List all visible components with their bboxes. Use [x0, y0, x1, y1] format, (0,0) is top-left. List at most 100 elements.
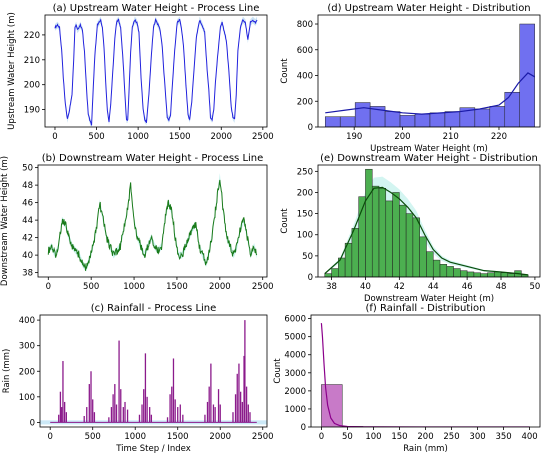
- histogram-bar: [405, 213, 414, 277]
- series-line: [47, 179, 258, 271]
- chart-title: (b) Downstream Water Height - Process Li…: [42, 153, 264, 164]
- y-tick-label: 3000: [284, 369, 306, 379]
- x-tick-label: 500: [85, 432, 101, 442]
- plot-area: [320, 323, 530, 427]
- y-tick-label: 2000: [284, 387, 306, 397]
- y-tick-label: 800: [297, 20, 313, 30]
- histogram-bar: [444, 111, 461, 127]
- x-tick-label: 400: [521, 432, 537, 442]
- x-tick-label: 190: [346, 132, 362, 142]
- y-tick-label: 300: [19, 342, 35, 352]
- x-tick-label: 1000: [124, 432, 146, 442]
- axes-frame: [310, 314, 541, 428]
- y-tick-label: 100: [19, 393, 35, 403]
- x-axis-label: Time Step / Index: [115, 444, 191, 454]
- y-tick-label: 38: [22, 269, 33, 279]
- histogram-bar: [473, 272, 481, 277]
- histogram-bar: [493, 271, 502, 277]
- x-tick-label: 38: [326, 282, 337, 292]
- kde-line: [324, 186, 529, 276]
- x-tick-label: 150: [391, 432, 407, 442]
- y-tick-label: 0: [30, 418, 35, 428]
- x-tick-label: 1500: [167, 432, 189, 442]
- histogram-bar: [412, 217, 420, 277]
- plot-area: [47, 173, 258, 272]
- histogram-bar: [487, 272, 495, 277]
- chart-d: (d) Upstream Water Height - Distribution…: [280, 3, 541, 154]
- y-tick-label: 46: [22, 199, 33, 209]
- y-tick-label: 150: [297, 210, 313, 220]
- histogram-bar: [429, 112, 446, 127]
- x-tick-label: 1500: [169, 132, 191, 142]
- chart-title: (f) Rainfall - Distribution: [366, 303, 486, 314]
- x-tick-label: 48: [496, 282, 507, 292]
- y-tick-label: 0: [308, 123, 313, 133]
- y-axis-label: Downstream Water Height (m): [0, 156, 10, 286]
- x-tick-label: 210: [443, 132, 459, 142]
- series-line: [54, 17, 258, 126]
- axes-frame: [317, 164, 541, 278]
- histogram-bar: [399, 204, 407, 277]
- histogram-bar: [365, 168, 373, 277]
- chart-title: (c) Rainfall - Process Line: [91, 303, 217, 314]
- histogram-bar: [426, 251, 434, 277]
- y-tick-label: 0: [308, 273, 313, 283]
- plot-area: [324, 23, 535, 127]
- y-tick-label: 200: [24, 81, 40, 91]
- y-tick-label: 42: [22, 234, 33, 244]
- y-tick-label: 40: [22, 251, 33, 261]
- x-tick-label: 200: [394, 132, 410, 142]
- plot-area: [324, 168, 529, 277]
- histogram-bar: [453, 268, 461, 277]
- x-tick-label: 300: [469, 432, 485, 442]
- histogram-bar: [378, 187, 387, 277]
- y-tick-label: 400: [297, 72, 313, 82]
- x-tick-label: 500: [83, 282, 99, 292]
- histogram-bar: [344, 242, 353, 277]
- chart-title: (e) Downstream Water Height - Distributi…: [320, 153, 538, 164]
- y-axis-label: Count: [280, 208, 290, 234]
- plot-area: [40, 320, 267, 425]
- x-tick-label: 0: [52, 132, 57, 142]
- y-tick-label: 48: [22, 181, 33, 191]
- x-tick-label: 200: [417, 432, 433, 442]
- x-tick-label: 1500: [166, 282, 188, 292]
- x-tick-label: 0: [46, 282, 51, 292]
- y-tick-label: 44: [22, 216, 33, 226]
- y-tick-label: 200: [297, 188, 313, 198]
- y-axis-label: Count: [273, 358, 283, 384]
- histogram-bar: [500, 272, 509, 277]
- chart-e: (e) Downstream Water Height - Distributi…: [280, 153, 541, 304]
- x-tick-label: 2000: [209, 432, 231, 442]
- y-axis-label: Upstream Water Height (m): [7, 12, 17, 130]
- histogram-bar: [419, 236, 427, 277]
- plot-area: [54, 16, 258, 127]
- histogram-bar: [392, 192, 400, 277]
- x-tick-label: 220: [491, 132, 507, 142]
- kde-line: [320, 323, 530, 427]
- x-tick-label: 250: [443, 432, 459, 442]
- x-tick-label: 2500: [252, 432, 274, 442]
- histogram-bar: [446, 266, 454, 277]
- x-tick-label: 2000: [210, 132, 232, 142]
- kde-line: [325, 72, 535, 115]
- histogram-bar: [339, 116, 356, 127]
- y-tick-label: 400: [19, 316, 35, 326]
- histogram-bar: [384, 111, 401, 127]
- chart-b: (b) Downstream Water Height - Process Li…: [0, 153, 274, 292]
- x-tick-label: 2500: [252, 282, 274, 292]
- histogram-bar: [489, 106, 506, 127]
- histogram-bar: [480, 273, 488, 277]
- y-tick-label: 6000: [284, 315, 306, 325]
- histogram-bar: [432, 259, 441, 277]
- histogram-bar: [371, 185, 380, 277]
- axes-frame: [37, 164, 268, 278]
- x-tick-label: 2000: [209, 282, 231, 292]
- y-tick-label: 250: [297, 167, 313, 177]
- histogram-bar: [466, 271, 475, 277]
- y-axis-label: Count: [280, 58, 290, 84]
- y-tick-label: 210: [24, 56, 40, 66]
- chart-a: (a) Upstream Water Height - Process Line…: [7, 3, 274, 142]
- histogram-bar: [439, 264, 448, 277]
